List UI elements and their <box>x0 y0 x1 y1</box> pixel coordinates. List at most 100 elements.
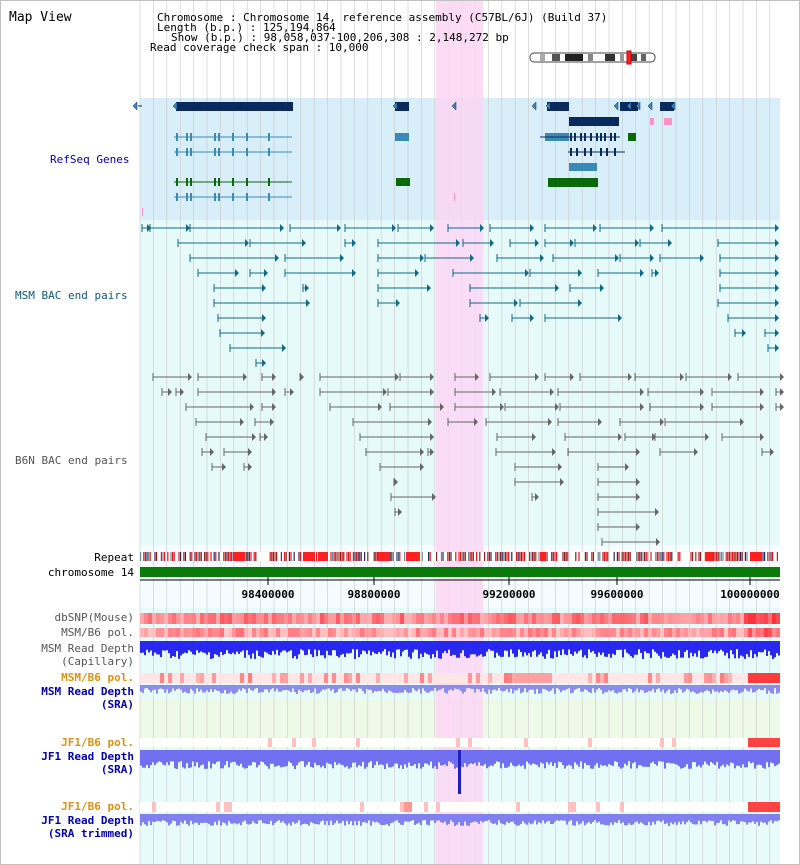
jf1-depth-trimmed-bar <box>582 814 584 822</box>
refseq-gene-6-exon <box>576 148 578 156</box>
msm-b6-pol-sra-cell <box>264 673 268 683</box>
msm-depth-sra-bar <box>370 685 372 690</box>
jf1-b6-pol-sra-cell <box>508 738 512 747</box>
jf1-depth-sra-bar <box>144 750 146 768</box>
jf1-b6-pol-sra-cell <box>632 738 636 747</box>
msm-depth-capillary-bar <box>220 641 222 653</box>
msm-depth-capillary-bar <box>472 641 474 655</box>
msm-depth-sra-bar <box>594 685 596 693</box>
msm-depth-sra-bar <box>756 685 758 691</box>
msm-depth-capillary-bar <box>390 641 392 657</box>
jf1-depth-trimmed-bar <box>464 814 466 822</box>
refseq-gene-3-exon <box>232 178 234 186</box>
jf1-depth-sra-bar <box>710 750 712 762</box>
msm-depth-sra-bar <box>582 685 584 692</box>
jf1-depth-trimmed-bar <box>670 814 672 823</box>
jf1-depth-sra-bar <box>310 750 312 767</box>
msm-depth-sra-bar <box>422 685 424 689</box>
msm-depth-capillary-bar <box>558 641 560 651</box>
msm-b6-pol-sra-cell <box>492 673 496 683</box>
jf1-depth-trimmed-bar <box>370 814 372 826</box>
jf1-b6-pol-sra-cell <box>348 738 352 747</box>
jf1-depth-sra-bar <box>676 750 678 765</box>
jf1-b6-pol-trimmed-cell <box>512 802 516 812</box>
jf1-depth-sra-bar <box>440 750 442 766</box>
msm-depth-sra-bar <box>586 685 588 691</box>
msm-depth-sra-bar <box>642 685 644 691</box>
b6n-bac-arrow <box>780 403 784 411</box>
msm-depth-capillary-bar <box>676 641 678 659</box>
chromosome-ideogram[interactable] <box>529 50 656 65</box>
repeat-element <box>744 552 746 561</box>
refseq-gene-4-exon <box>186 193 188 201</box>
b6n-bac-arrow <box>694 448 698 456</box>
msm-depth-sra-bar <box>576 685 578 689</box>
msm-depth-capillary-bar <box>378 641 380 653</box>
jf1-depth-sra-bar <box>558 750 560 762</box>
jf1-depth-sra-bar <box>342 750 344 766</box>
msm-b6-pol-sra-cell <box>360 673 364 683</box>
jf1-b6-pol-sra-cell <box>728 738 732 747</box>
msm-bac-track[interactable] <box>141 224 779 367</box>
refseq-genes-track[interactable] <box>132 101 676 216</box>
jf1-b6-pol-trimmed-cell <box>588 802 592 812</box>
b6n-bac-arrow <box>272 403 276 411</box>
msm-depth-capillary-bar <box>528 641 530 653</box>
b6n-bac-track[interactable] <box>152 373 784 546</box>
msm-depth-sra-bar <box>556 685 558 689</box>
jf1-depth-sra-bar <box>394 750 396 764</box>
jf1-b6-pol-trimmed-cell <box>732 802 736 812</box>
msm-b6-pol-sra-cell <box>380 673 384 683</box>
msm-b6-pol-sra-cell <box>700 673 704 683</box>
jf1-depth-trimmed-bar <box>746 814 748 825</box>
msm-depth-sra-bar <box>222 685 224 694</box>
jf1-depth-trimmed-bar <box>246 814 248 824</box>
jf1-depth-trimmed-bar <box>494 814 496 824</box>
dbsnp-cell <box>328 613 332 624</box>
chromosome-bar[interactable] <box>140 567 780 577</box>
jf1-b6-pol-sra-cell <box>664 738 668 747</box>
msm-depth-capillary-bar <box>730 641 732 651</box>
jf1-b6-pol-trimmed-cell <box>692 802 696 812</box>
read-depth-tracks[interactable] <box>140 641 780 826</box>
jf1-depth-trimmed-bar <box>642 814 644 824</box>
jf1-depth-sra-bar <box>366 750 368 767</box>
msm-depth-capillary-bar <box>406 641 408 650</box>
msm-depth-capillary-bar <box>208 641 210 653</box>
dbsnp-cell <box>736 613 740 624</box>
msm-depth-capillary-bar <box>498 641 500 656</box>
selected-region-highlight[interactable] <box>436 0 483 865</box>
jf1-depth-trimmed-bar <box>550 814 552 825</box>
msm-depth-capillary-bar <box>228 641 230 654</box>
jf1-depth-trimmed-bar <box>256 814 258 824</box>
msm-depth-sra-bar <box>346 685 348 689</box>
msm-depth-capillary-bar <box>374 641 376 654</box>
jf1-depth-trimmed-bar <box>478 814 480 824</box>
msm-b6-pol-capillary-cell <box>460 628 464 637</box>
msm-depth-capillary-bar <box>242 641 244 651</box>
jf1-b6-pol-trimmed-cell <box>152 802 156 812</box>
msm-depth-sra-bar <box>156 685 158 694</box>
msm-depth-sra-bar <box>740 685 742 693</box>
b6n-bac-arrow <box>440 403 444 411</box>
msm-b6-pol-sra-cell <box>252 673 256 683</box>
jf1-b6-pol-trimmed-cell <box>392 802 396 812</box>
refseq-gene-1-exon <box>190 133 192 141</box>
msm-depth-sra-bar <box>426 685 428 693</box>
msm-depth-sra-bar <box>692 685 694 692</box>
jf1-depth-sra-bar <box>234 750 236 762</box>
repeat-element <box>360 552 362 561</box>
dbsnp-cell <box>756 613 760 624</box>
msm-bac-arrow <box>775 269 779 277</box>
msm-b6-pol-capillary-cell <box>708 628 712 637</box>
msm-depth-capillary-bar <box>286 641 288 653</box>
polymorphism-tracks[interactable] <box>140 613 780 812</box>
msm-b6-pol-sra-cell <box>544 673 548 683</box>
jf1-b6-pol-sra-cell <box>352 738 356 747</box>
dbsnp-cell <box>464 613 468 624</box>
dbsnp-cell <box>156 613 160 624</box>
repeat-element <box>776 552 778 561</box>
msm-depth-capillary-bar <box>196 641 198 651</box>
repeat-track[interactable] <box>140 552 780 561</box>
msm-depth-sra-bar <box>702 685 704 693</box>
